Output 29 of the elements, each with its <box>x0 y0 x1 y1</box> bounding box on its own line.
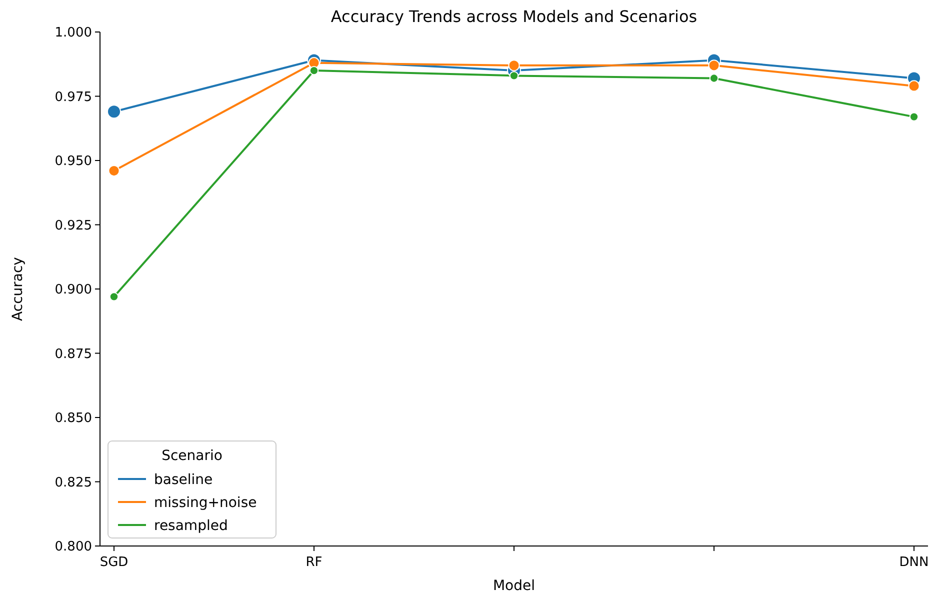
y-tick-label: 0.825 <box>54 475 92 490</box>
x-tick-label: SGD <box>100 555 128 570</box>
point <box>908 80 920 92</box>
y-tick-label: 0.925 <box>54 218 92 234</box>
point <box>709 74 719 83</box>
point <box>708 60 720 72</box>
y-tick-label: 1.000 <box>54 26 92 41</box>
x-tick-label: RF <box>306 555 322 570</box>
point <box>909 112 919 122</box>
point <box>509 71 519 80</box>
legend-label: missing+noise <box>154 494 257 511</box>
y-tick-label: 0.850 <box>54 411 92 426</box>
point <box>108 164 120 177</box>
point <box>107 104 121 119</box>
y-axis-title: Accuracy <box>10 257 26 321</box>
y-tick-label: 0.950 <box>54 154 92 170</box>
point <box>109 292 119 302</box>
point <box>508 60 520 72</box>
legend-label: baseline <box>154 472 213 488</box>
y-tick-label: 0.800 <box>54 540 92 555</box>
x-tick-label: DNN <box>899 555 929 570</box>
y-tick-label: 0.900 <box>54 282 92 298</box>
point <box>309 66 319 76</box>
y-tick-label: 0.875 <box>54 346 92 362</box>
legend-title: Scenario <box>162 448 222 464</box>
x-axis-title: Model <box>492 578 536 594</box>
chart-title: Accuracy Trends across Models and Scenarios <box>330 7 698 26</box>
y-tick-label: 0.975 <box>54 90 92 105</box>
legend-label: resampled <box>154 518 228 534</box>
